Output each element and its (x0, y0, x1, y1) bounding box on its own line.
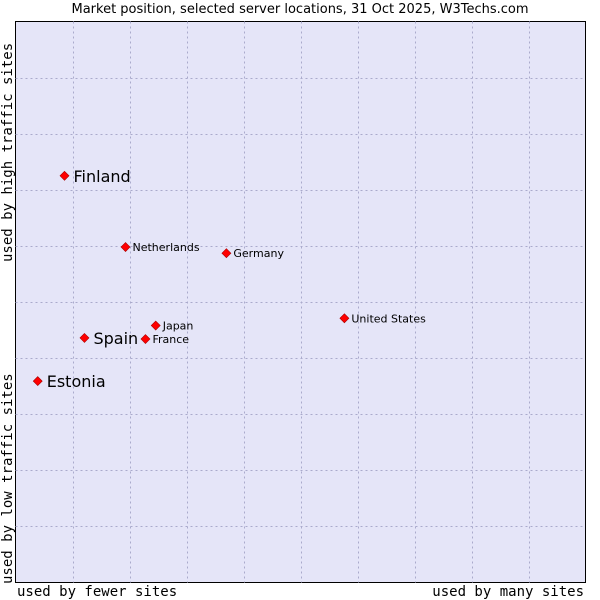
point-marker-germany (221, 248, 232, 259)
y-axis-label-top: used by high traffic sites (0, 42, 16, 262)
point-label-finland: Finland (74, 167, 131, 186)
point-label-netherlands: Netherlands (133, 241, 200, 254)
point-marker-united-states (339, 313, 350, 324)
point-label-estonia: Estonia (47, 372, 106, 391)
point-label-united-states: United States (351, 312, 426, 325)
grid-lines (15, 21, 586, 583)
point-label-germany: Germany (233, 247, 284, 260)
point-marker-netherlands (120, 242, 131, 252)
point-label-spain: Spain (93, 329, 138, 348)
point-label-france: France (152, 333, 189, 346)
chart-title: Market position, selected server locatio… (71, 2, 529, 17)
point-marker-france (140, 334, 151, 344)
x-axis-label-left: used by fewer sites (17, 584, 178, 600)
y-axis-label-bottom: used by low traffic sites (0, 373, 16, 584)
point-marker-japan (150, 320, 161, 331)
x-axis-label-right: used by many sites (432, 584, 584, 600)
point-marker-estonia (32, 376, 43, 387)
point-marker-finland (59, 170, 70, 181)
data-points: Finland Netherlands Germany United States Ja… (32, 167, 426, 391)
point-label-japan: Japan (162, 320, 194, 333)
point-marker-spain (79, 332, 90, 343)
